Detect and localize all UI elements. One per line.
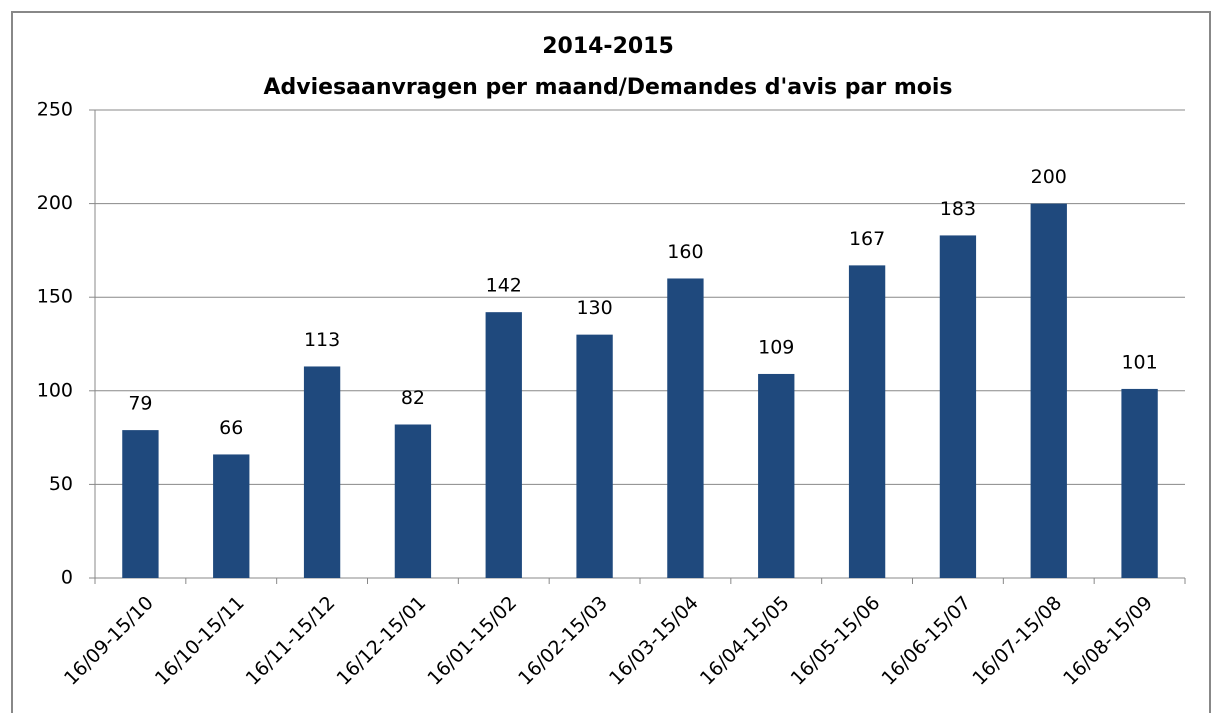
y-tick-label: 250 (37, 99, 73, 121)
data-label: 160 (667, 241, 703, 263)
data-label: 167 (849, 228, 885, 250)
bar (576, 334, 613, 578)
y-tick-label: 0 (61, 567, 73, 589)
bar (1030, 203, 1067, 578)
bar (848, 265, 886, 578)
bar (122, 430, 159, 578)
y-tick-label: 100 (37, 379, 73, 401)
data-label: 183 (940, 198, 976, 220)
y-tick-label: 150 (37, 286, 73, 308)
data-label: 113 (304, 329, 340, 351)
chart-title: Adviesaanvragen per maand/Demandes d'avi… (263, 75, 952, 100)
chart-title: 2014-2015 (542, 34, 674, 59)
data-label: 82 (401, 387, 425, 409)
data-label: 66 (219, 417, 243, 439)
bar (758, 373, 795, 578)
bar (394, 424, 432, 578)
data-label: 200 (1031, 166, 1067, 188)
bar (303, 366, 341, 578)
bar (485, 312, 522, 578)
bar (939, 235, 977, 578)
bar (213, 454, 250, 578)
data-label: 130 (576, 297, 612, 319)
bar (1121, 388, 1158, 578)
y-tick-label: 200 (37, 192, 73, 214)
bar (667, 278, 704, 578)
data-label: 79 (128, 393, 152, 415)
y-tick-label: 50 (49, 473, 73, 495)
data-label: 101 (1121, 351, 1157, 373)
data-label: 142 (486, 275, 522, 297)
data-label: 109 (758, 336, 794, 358)
